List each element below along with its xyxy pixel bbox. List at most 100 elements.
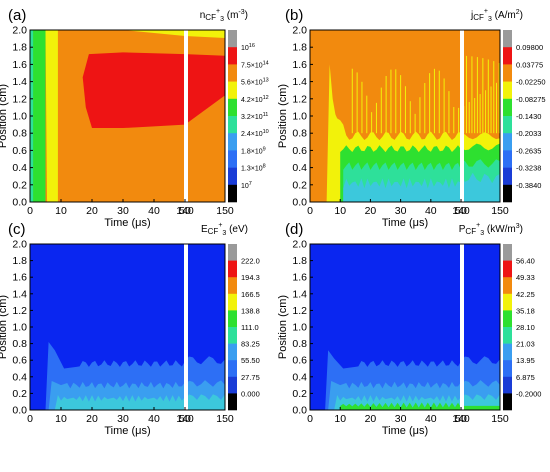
x-tick-label: 30 [117,205,129,217]
y-tick-label: 0.4 [12,371,27,383]
y-axis-label: Position (cm) [277,295,289,359]
axis-break-bar [460,30,464,202]
colorbar-label: -0.1430 [516,112,541,121]
panel-label: (c) [8,221,26,238]
colorbar-label: 5.6×1013 [241,78,269,87]
x-tick-label: 20 [365,413,377,425]
colorbar-swatch [503,244,512,261]
panel-label: (b) [285,7,303,24]
y-tick-label: 1.8 [292,42,307,54]
colorbar-title: nCF+3 (m-3) [200,8,248,23]
colorbar-swatch [228,393,237,411]
colorbar-swatch [503,260,512,278]
y-tick-label: 1.8 [12,42,27,54]
y-tick-label: 1.8 [292,255,307,267]
colorbar-label: 107 [241,181,252,190]
colorbar-label: 194.3 [241,273,260,282]
colorbar-label: 13.95 [516,356,535,365]
y-tick-label: 1.6 [292,272,307,284]
heatmap-area [310,30,500,202]
panel-b: 0.0 0.2 0.4 0.6 0.8 1.0 1.2 1.4 1.6 1.8 2.0 0 10 20 30… [277,7,546,229]
colorbar-swatch [228,116,237,134]
colorbar-swatch [503,376,512,394]
colorbar-swatch [228,133,237,151]
colorbar-swatch [228,244,237,261]
colorbar-label: 27.75 [241,373,260,382]
x-axis-label: Time (μs) [104,217,150,229]
heatmap-initial-peak [326,64,338,202]
x-tick-label: 140 [452,205,470,217]
colorbar-label: 222.0 [241,257,260,266]
heatmap-area [30,244,225,410]
y-tick-label: 0.8 [292,338,307,350]
colorbar-label: 2.4×1010 [241,129,269,138]
x-tick-label: 50 [179,413,191,425]
colorbar-swatch [503,30,512,48]
x-tick-label: 40 [148,205,160,217]
colorbar-label: 83.25 [241,340,260,349]
colorbar-swatch [228,184,237,203]
colorbar-label: 138.8 [241,306,260,315]
colorbar-swatch [228,98,237,117]
colorbar-swatch [228,360,237,378]
colorbar-label: 7.5×1014 [241,60,269,69]
x-tick-label: 20 [86,205,98,217]
colorbar-swatch [503,133,512,151]
y-tick-label: 1.2 [292,305,307,317]
colorbar-label: 4.2×1012 [241,95,269,104]
x-tick-label: 30 [395,413,407,425]
x-tick-label: 0 [307,413,313,425]
y-tick-label: 2.0 [292,239,307,251]
colorbar-label: -0.2000 [516,389,541,398]
colorbar-swatch [228,150,237,168]
x-tick-label: 140 [176,413,194,425]
y-tick-label: 0.0 [292,405,307,417]
y-axis-label: Position (cm) [0,84,9,148]
heatmap-band-green [30,30,46,202]
colorbar-title: PCF+3 (kW/m3) [459,222,523,237]
colorbar-label: 1016 [241,43,255,52]
colorbar-swatch [228,64,237,82]
colorbar-label: -0.3238 [516,164,541,173]
x-tick-label: 20 [365,205,377,217]
colorbar-swatch [503,277,512,295]
colorbar-swatch [228,310,237,328]
x-tick-label: 40 [425,413,437,425]
y-tick-label: 1.6 [292,59,307,71]
x-tick-label: 50 [455,413,467,425]
colorbar-swatch [228,277,237,295]
colorbar-label: 56.40 [516,257,535,266]
y-tick-label: 0.8 [12,128,27,140]
colorbar-label: 111.0 [241,323,259,332]
colorbar-label: 55.50 [241,356,260,365]
y-tick-label: 1.6 [12,272,27,284]
colorbar-title: ECF+3 (eV) [201,222,248,237]
colorbar-swatch [503,393,512,411]
y-tick-label: 1.2 [12,93,27,105]
colorbar-swatch [503,184,512,203]
y-tick-label: 1.2 [292,93,307,105]
colorbar-label: 28.10 [516,323,535,332]
axis-break-bar [184,244,188,410]
colorbar-label: 6.875 [516,373,535,382]
colorbar-swatch [228,327,237,344]
x-tick-label: 40 [148,413,160,425]
x-tick-label: 50 [455,205,467,217]
colorbar-label: -0.3840 [516,181,541,190]
x-tick-label: 150 [216,413,234,425]
x-tick-label: 50 [179,205,191,217]
colorbar-swatch [503,327,512,344]
y-tick-label: 0.6 [12,355,27,367]
x-tick-label: 150 [491,413,509,425]
y-tick-label: 1.0 [12,322,27,334]
x-tick-label: 30 [395,205,407,217]
y-tick-label: 0.8 [12,338,27,350]
y-tick-label: 1.6 [12,59,27,71]
y-tick-label: 1.8 [12,255,27,267]
colorbar-swatch [228,293,237,311]
colorbar-swatch [228,260,237,278]
x-tick-label: 140 [452,413,470,425]
y-tick-label: 0.6 [292,355,307,367]
y-axis-label: Position (cm) [0,295,9,359]
